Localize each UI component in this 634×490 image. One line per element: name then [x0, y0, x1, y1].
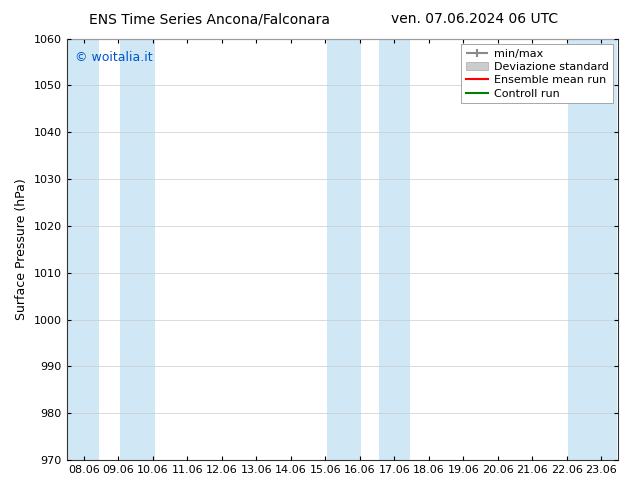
Text: ven. 07.06.2024 06 UTC: ven. 07.06.2024 06 UTC	[391, 12, 558, 26]
Y-axis label: Surface Pressure (hPa): Surface Pressure (hPa)	[15, 178, 28, 320]
Text: © woitalia.it: © woitalia.it	[75, 51, 152, 64]
Bar	[327, 39, 361, 460]
Bar	[120, 39, 155, 460]
Text: ENS Time Series Ancona/Falconara: ENS Time Series Ancona/Falconara	[89, 12, 330, 26]
Bar	[569, 39, 617, 460]
Bar	[378, 39, 410, 460]
Legend: min/max, Deviazione standard, Ensemble mean run, Controll run: min/max, Deviazione standard, Ensemble m…	[462, 44, 613, 103]
Bar	[68, 39, 100, 460]
